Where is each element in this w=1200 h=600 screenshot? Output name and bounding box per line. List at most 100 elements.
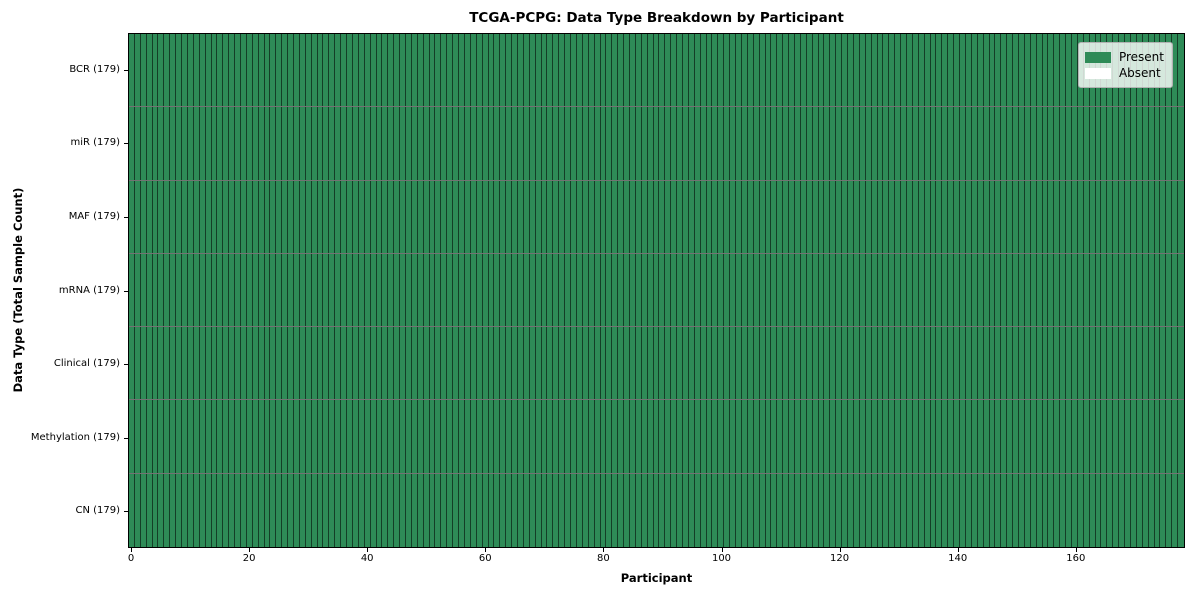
heatmap-cell xyxy=(618,327,625,400)
heatmap-cell xyxy=(1136,473,1143,547)
heatmap-cell xyxy=(240,34,247,107)
heatmap-cell xyxy=(199,34,206,107)
heatmap-cell xyxy=(1030,327,1037,400)
heatmap-cell xyxy=(559,107,566,180)
heatmap-cell xyxy=(423,180,430,253)
heatmap-cell xyxy=(1119,473,1126,547)
heatmap-cell xyxy=(1089,180,1096,253)
heatmap-cell xyxy=(288,107,295,180)
heatmap-cell xyxy=(665,107,672,180)
heatmap-cell xyxy=(488,400,495,473)
heatmap-cell xyxy=(1001,400,1008,473)
heatmap-cell xyxy=(1013,400,1019,473)
heatmap-cell xyxy=(482,253,489,327)
heatmap-cell xyxy=(600,253,607,327)
heatmap-cell xyxy=(771,253,778,327)
heatmap-cell xyxy=(240,400,247,473)
heatmap-cell xyxy=(317,180,324,253)
heatmap-cell xyxy=(335,253,342,327)
heatmap-cell xyxy=(482,400,489,473)
heatmap-cell xyxy=(694,327,701,400)
heatmap-cell xyxy=(971,107,978,180)
heatmap-cell xyxy=(406,253,412,327)
heatmap-cell xyxy=(140,327,147,400)
heatmap-cell xyxy=(1095,180,1102,253)
heatmap-cell xyxy=(1172,34,1179,107)
heatmap-cell xyxy=(517,180,524,253)
heatmap-cell xyxy=(989,327,996,400)
heatmap-cell xyxy=(983,34,990,107)
heatmap-cell xyxy=(1113,327,1120,400)
heatmap-cell xyxy=(170,107,177,180)
heatmap-cell xyxy=(523,34,530,107)
heatmap-cell xyxy=(789,400,795,473)
heatmap-cell xyxy=(1119,180,1126,253)
heatmap-cell xyxy=(1001,107,1008,180)
heatmap-cell xyxy=(724,473,731,547)
heatmap-cell xyxy=(294,473,300,547)
heatmap-cell xyxy=(352,253,359,327)
heatmap-cell xyxy=(482,107,489,180)
heatmap-cell xyxy=(954,180,961,253)
heatmap-cell xyxy=(730,327,737,400)
y-tick-label: CN (179) xyxy=(75,505,120,517)
heatmap-cell xyxy=(818,253,825,327)
heatmap-cell xyxy=(464,180,471,253)
heatmap-cell xyxy=(217,473,224,547)
heatmap-cell xyxy=(665,180,672,253)
heatmap-cell xyxy=(806,34,813,107)
heatmap-cell xyxy=(211,253,218,327)
heatmap-cell xyxy=(140,107,147,180)
heatmap-cell xyxy=(912,253,919,327)
heatmap-cell xyxy=(317,473,324,547)
heatmap-cell xyxy=(199,253,206,327)
heatmap-cell xyxy=(276,473,283,547)
heatmap-cell xyxy=(246,473,253,547)
heatmap-cell xyxy=(836,180,843,253)
heatmap-cell xyxy=(559,180,566,253)
heatmap-cell xyxy=(423,327,430,400)
heatmap-cell xyxy=(918,327,925,400)
heatmap-cell xyxy=(229,34,236,107)
heatmap-cell xyxy=(594,327,601,400)
heatmap-cell xyxy=(889,327,896,400)
heatmap-cell xyxy=(712,253,719,327)
heatmap-cell xyxy=(1160,473,1167,547)
heatmap-cell xyxy=(1001,253,1008,327)
heatmap-cell xyxy=(965,180,972,253)
heatmap-cell xyxy=(824,180,831,253)
heatmap-cell xyxy=(865,180,872,253)
heatmap-cell xyxy=(453,180,460,253)
heatmap-cell xyxy=(789,34,795,107)
heatmap-cell xyxy=(1113,180,1120,253)
heatmap-cell xyxy=(211,180,218,253)
heatmap-cell xyxy=(588,327,595,400)
heatmap-cell xyxy=(158,34,165,107)
heatmap-cell xyxy=(1066,253,1073,327)
legend-swatch-icon xyxy=(1084,67,1111,79)
heatmap-cell xyxy=(223,400,230,473)
heatmap-cell xyxy=(476,253,483,327)
heatmap-cell xyxy=(771,107,778,180)
heatmap-cell xyxy=(482,34,489,107)
heatmap-cell xyxy=(541,34,548,107)
heatmap-cell xyxy=(818,107,825,180)
heatmap-cell xyxy=(470,107,477,180)
heatmap-cell xyxy=(848,107,854,180)
heatmap-cell xyxy=(1024,180,1031,253)
heatmap-cell xyxy=(311,327,318,400)
heatmap-cell xyxy=(394,107,401,180)
heatmap-cell xyxy=(341,400,348,473)
heatmap-cell xyxy=(1048,400,1055,473)
heatmap-cell xyxy=(983,107,990,180)
heatmap-cell xyxy=(830,400,837,473)
heatmap-cell xyxy=(771,473,778,547)
heatmap-cell xyxy=(871,180,878,253)
heatmap-cell xyxy=(447,400,454,473)
heatmap-cell xyxy=(529,34,536,107)
heatmap-cell xyxy=(1083,180,1090,253)
heatmap-cell xyxy=(494,180,501,253)
heatmap-cell xyxy=(1013,180,1019,253)
heatmap-cell xyxy=(547,180,554,253)
heatmap-cell xyxy=(783,107,790,180)
